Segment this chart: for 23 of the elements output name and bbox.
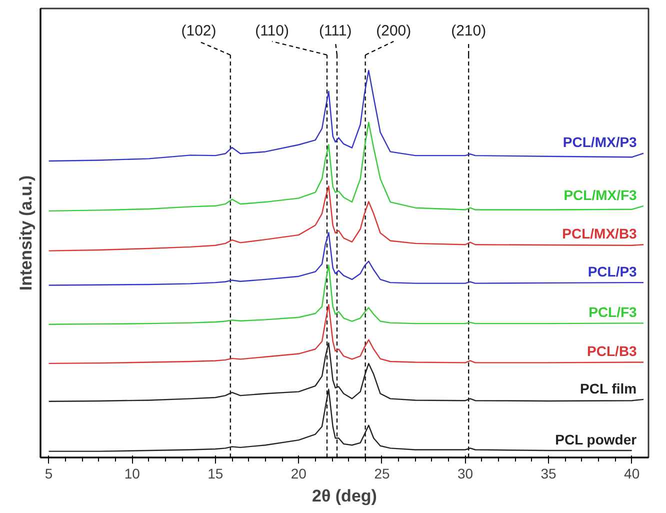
series-label: PCL/F3 xyxy=(588,304,638,320)
series-label: PCL powder xyxy=(555,431,638,448)
annotation: (200) xyxy=(376,22,412,40)
x-tick-label: 35 xyxy=(540,466,557,482)
series-label: PCL/MX/B3 xyxy=(562,226,638,242)
series-label: PCL/B3 xyxy=(587,343,638,360)
x-tick-label: 5 xyxy=(44,466,53,482)
x-tick-label: 30 xyxy=(457,466,474,482)
annotation: (102) xyxy=(181,22,216,40)
x-axis-title: 2θ (deg) xyxy=(312,486,377,506)
annotation: (210) xyxy=(451,22,486,40)
annotation: (110) xyxy=(255,22,289,40)
series-label: PCL/MX/F3 xyxy=(564,186,638,203)
annotation: (111) xyxy=(318,22,352,40)
series-label: PCL/P3 xyxy=(588,263,638,280)
x-tick-label: 25 xyxy=(374,466,390,482)
series-label: PCL/MX/P3 xyxy=(562,134,638,150)
series-label: PCL film xyxy=(580,380,637,396)
x-tick-label: 10 xyxy=(124,466,140,482)
x-tick-label: 15 xyxy=(208,466,224,482)
x-tick-label: 40 xyxy=(624,466,640,482)
x-tick-label: 20 xyxy=(290,466,307,482)
y-axis-title: Intensity (a.u.) xyxy=(16,175,36,291)
